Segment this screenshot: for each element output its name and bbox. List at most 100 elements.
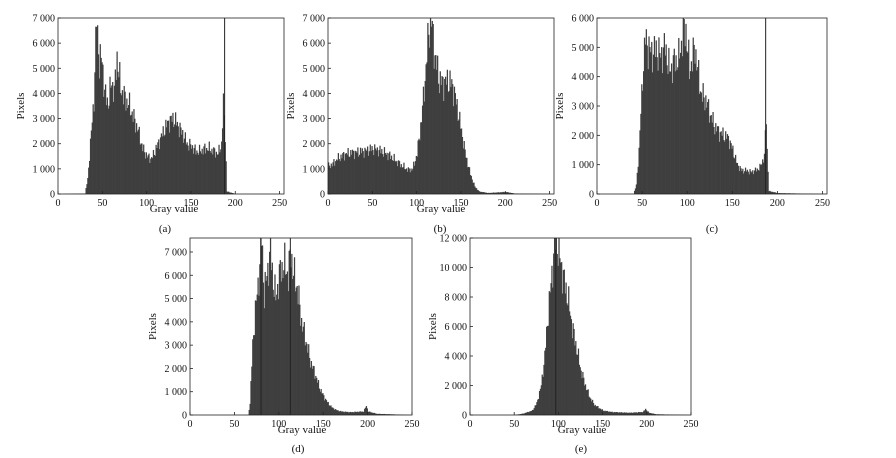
histogram-bar — [393, 153, 395, 194]
histogram-bar — [432, 24, 434, 195]
histogram-bar — [499, 192, 501, 194]
histogram-bar — [275, 300, 277, 415]
y-tick-label: 3 000 — [165, 341, 188, 352]
histogram-bar — [438, 93, 441, 194]
y-tick-label: 3 000 — [33, 114, 56, 125]
histogram-bar — [580, 370, 582, 415]
histogram-bar — [537, 399, 539, 415]
histogram-bar — [391, 160, 394, 194]
histogram-bar — [147, 155, 149, 194]
histogram-bar — [109, 76, 111, 194]
histogram-bar — [474, 186, 476, 194]
histogram-bar — [750, 171, 752, 194]
histogram-bar — [380, 414, 382, 415]
histogram-bar — [220, 149, 222, 194]
histogram-bar — [107, 108, 109, 194]
histogram-bar — [761, 164, 763, 194]
histogram-bar — [93, 111, 95, 194]
histogram-bar — [607, 410, 609, 415]
histogram-bar — [97, 54, 100, 194]
histogram-bar — [121, 90, 124, 194]
x-tick-label: 150 — [595, 419, 610, 430]
histogram-bar — [757, 169, 759, 194]
histogram-bar — [346, 411, 348, 415]
histogram-bar — [407, 167, 410, 194]
histogram-bar — [196, 150, 198, 194]
histogram-bar — [167, 120, 170, 194]
histogram-bar — [530, 411, 532, 415]
histogram-bar — [226, 191, 228, 194]
histogram-bar — [335, 161, 337, 194]
histogram-bar — [499, 192, 502, 194]
histogram-bar — [602, 410, 604, 415]
histogram-bar — [680, 40, 683, 194]
histogram-bar — [128, 92, 131, 194]
histogram-bar — [269, 238, 272, 415]
histogram-bar — [643, 410, 645, 415]
x-tick-label: 250 — [542, 198, 557, 209]
histogram-bar — [312, 365, 314, 415]
histogram-bar — [351, 411, 353, 415]
histogram-bar — [348, 412, 350, 415]
histogram-bar — [285, 274, 288, 415]
histogram-bar — [339, 161, 341, 194]
histogram-bar — [159, 149, 161, 194]
x-tick-label: 150 — [725, 198, 740, 209]
histogram-bar — [595, 406, 597, 415]
histogram-bar — [716, 131, 718, 194]
histogram-bar — [596, 406, 598, 415]
histogram-bar — [384, 414, 386, 415]
histogram-bar — [629, 412, 631, 415]
histogram-bar — [725, 138, 728, 194]
histogram-bar — [433, 68, 435, 194]
histogram-bar — [360, 153, 363, 194]
histogram-bar — [538, 398, 540, 415]
histogram-bar — [419, 140, 421, 194]
histogram-bar — [384, 153, 386, 194]
histogram-bar — [202, 154, 204, 194]
histogram-bar — [369, 411, 371, 415]
histogram-bar — [724, 141, 726, 194]
histogram-bar — [328, 162, 330, 194]
histogram-bar — [422, 86, 425, 194]
histogram-bar — [636, 412, 638, 415]
histogram-bar — [640, 411, 642, 415]
histogram-bar — [330, 405, 332, 415]
histogram-bar — [445, 84, 448, 194]
histogram-bar — [569, 311, 571, 415]
histogram-bar — [341, 158, 343, 194]
histogram-bar — [128, 105, 130, 194]
histogram-bar — [649, 413, 651, 415]
histogram-bar — [192, 153, 194, 194]
histogram-bar — [198, 144, 201, 194]
histogram-bar — [118, 77, 120, 194]
histogram-bars — [633, 18, 828, 195]
histogram-bar — [483, 191, 485, 194]
histogram-bar — [731, 148, 733, 194]
histogram-bar — [710, 115, 712, 194]
x-axis-label: Gray value — [417, 203, 466, 215]
histogram-bar — [322, 393, 324, 415]
histogram-bar — [122, 104, 124, 194]
y-tick-label: 6 000 — [303, 39, 326, 50]
histogram-bar — [328, 405, 330, 415]
histogram-bar — [771, 191, 773, 194]
histogram-bar — [773, 192, 776, 194]
histogram-bar — [449, 70, 451, 194]
histogram-bar — [290, 267, 292, 415]
histogram-bar — [769, 190, 771, 194]
histogram-bar — [495, 192, 497, 194]
histogram-bar — [501, 192, 503, 194]
histogram-bar — [651, 413, 653, 415]
histogram-bar — [570, 319, 573, 415]
histogram-bar — [652, 413, 655, 415]
histogram-bar — [402, 167, 404, 194]
histogram-bar — [618, 412, 620, 415]
histogram-bar — [110, 87, 112, 194]
histogram-panel-1: 0 50 100 150 200 250 0 1 000 2 000 3 000 4 000 5 00… — [15, 14, 287, 236]
histogram-bar — [577, 348, 580, 415]
histogram-bar — [140, 143, 142, 194]
histogram-bar — [103, 96, 105, 194]
histogram-bar — [250, 381, 252, 415]
histogram-bar — [581, 378, 583, 415]
